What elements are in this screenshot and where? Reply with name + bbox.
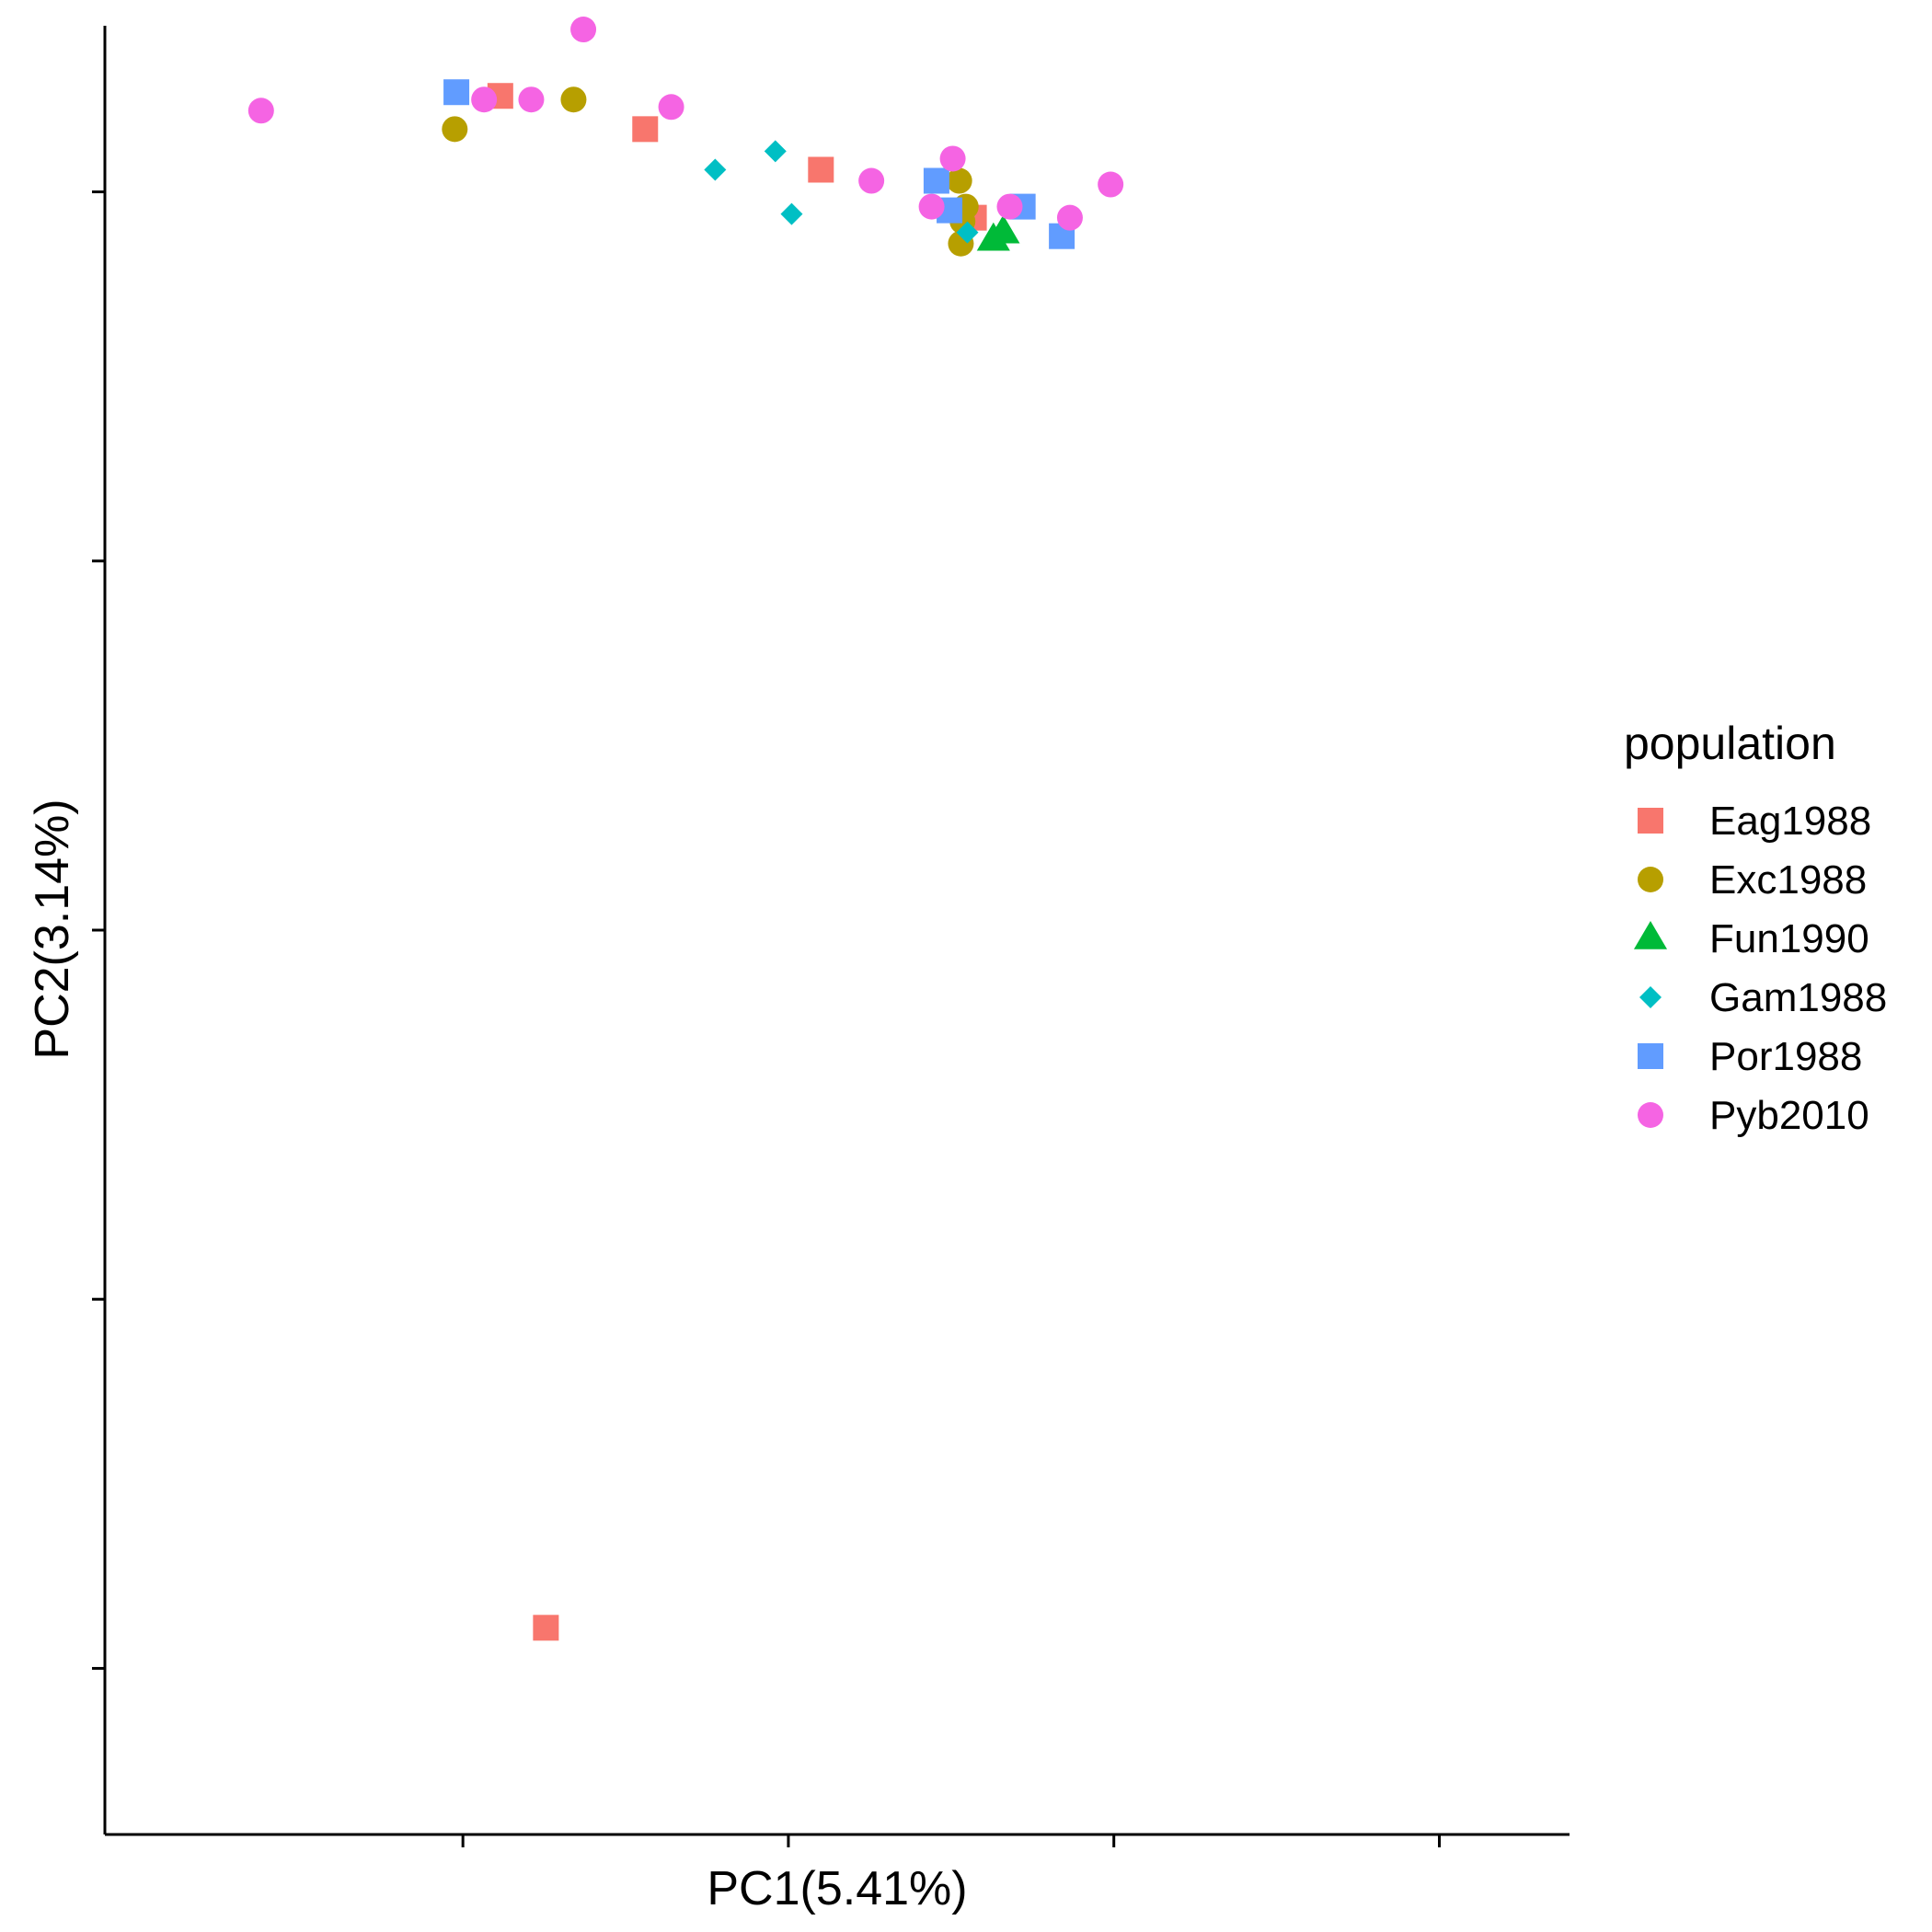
legend-item-gam1988: Gam1988 xyxy=(1639,975,1887,1020)
point-eag1988-5 xyxy=(533,1615,559,1641)
legend-label-gam1988: Gam1988 xyxy=(1709,975,1887,1020)
point-gam1988-1 xyxy=(704,158,727,181)
axes xyxy=(92,26,1570,1847)
x-ticks xyxy=(461,1834,1441,1847)
point-pyb2010-6 xyxy=(858,167,885,194)
point-por1988-1 xyxy=(443,79,470,106)
legend-key-eag1988 xyxy=(1638,808,1663,834)
legend-key-exc1988 xyxy=(1638,867,1663,892)
legend-label-fun1990: Fun1990 xyxy=(1709,916,1869,961)
point-pyb2010-11 xyxy=(1098,171,1124,198)
legend-item-por1988: Por1988 xyxy=(1638,1034,1862,1079)
point-pyb2010-4 xyxy=(570,17,597,43)
legend-label-por1988: Por1988 xyxy=(1709,1034,1862,1079)
legend-item-fun1990: Fun1990 xyxy=(1633,916,1869,961)
point-pyb2010-8 xyxy=(939,145,966,172)
legend-label-eag1988: Eag1988 xyxy=(1709,799,1871,844)
legend-key-fun1990 xyxy=(1633,921,1668,949)
legend: population Eag1988 Exc1988 Fun1990 Gam1988 P… xyxy=(1624,718,1887,1138)
point-gam1988-4 xyxy=(956,221,979,244)
point-por1988-2 xyxy=(923,167,949,194)
legend-label-pyb2010: Pyb2010 xyxy=(1709,1093,1869,1138)
point-pyb2010-9 xyxy=(996,193,1023,220)
legend-label-exc1988: Exc1988 xyxy=(1709,857,1867,903)
points-layer xyxy=(247,17,1124,1641)
legend-key-gam1988 xyxy=(1639,986,1662,1008)
point-pyb2010-2 xyxy=(471,86,498,113)
point-eag1988-2 xyxy=(632,116,659,143)
point-pyb2010-7 xyxy=(918,193,945,220)
y-ticks xyxy=(92,190,105,1670)
point-pyb2010-1 xyxy=(247,98,274,124)
y-axis-title: PC2(3.14%) xyxy=(26,799,79,1059)
point-pyb2010-3 xyxy=(518,86,545,113)
point-fun1990-2 xyxy=(976,222,1010,251)
point-exc1988-3 xyxy=(946,167,972,194)
legend-key-por1988 xyxy=(1638,1043,1663,1069)
legend-title: population xyxy=(1624,718,1836,769)
x-axis-title: PC1(5.41%) xyxy=(707,1862,967,1915)
legend-item-pyb2010: Pyb2010 xyxy=(1638,1093,1869,1138)
legend-key-pyb2010 xyxy=(1638,1102,1663,1128)
point-pyb2010-5 xyxy=(658,94,684,121)
point-eag1988-3 xyxy=(808,156,834,183)
legend-entries: Eag1988 Exc1988 Fun1990 Gam1988 Por1988 Pyb20… xyxy=(1633,799,1887,1138)
point-gam1988-3 xyxy=(780,202,803,225)
point-exc1988-1 xyxy=(442,116,468,143)
point-gam1988-2 xyxy=(764,140,787,163)
legend-item-eag1988: Eag1988 xyxy=(1638,799,1871,844)
legend-item-exc1988: Exc1988 xyxy=(1638,857,1867,903)
point-exc1988-2 xyxy=(560,86,587,113)
point-pyb2010-10 xyxy=(1056,204,1083,231)
